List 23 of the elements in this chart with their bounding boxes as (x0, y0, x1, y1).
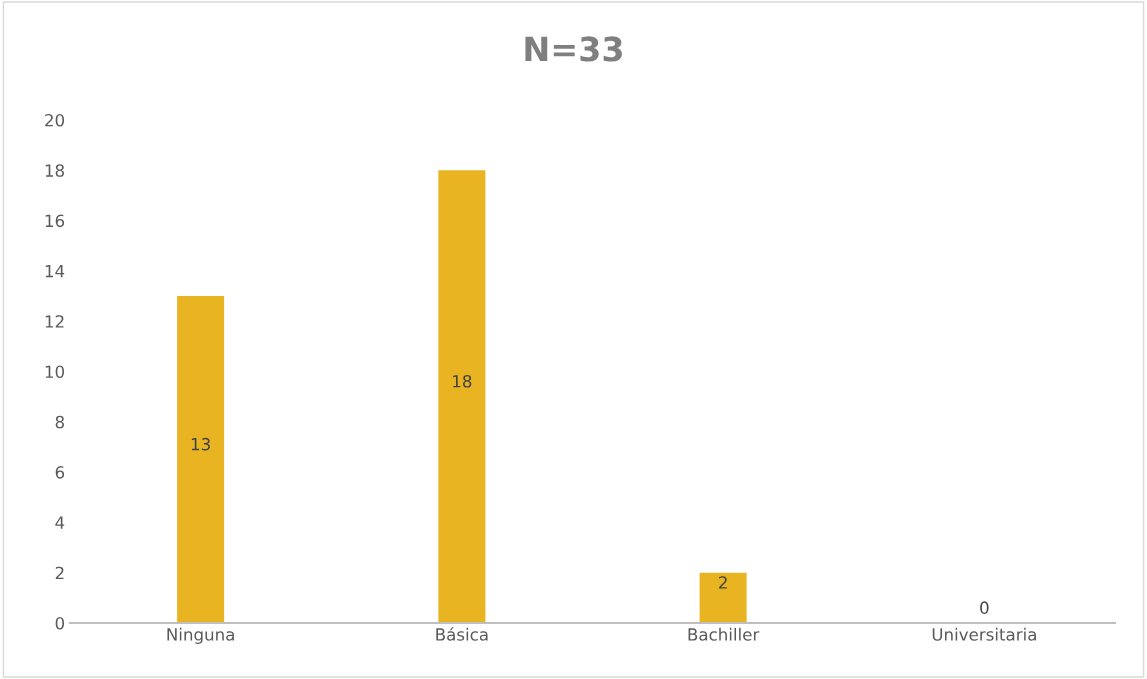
y-tick-label: 8 (55, 415, 64, 429)
y-tick-label: 12 (45, 315, 64, 328)
data-label: 18 (453, 374, 472, 388)
y-tick-label: 10 (45, 365, 65, 379)
y-tick-label: 2 (55, 566, 64, 580)
y-tick-label: 16 (45, 214, 65, 228)
x-tick-label: Básica (436, 627, 488, 641)
y-tick-label: 18 (45, 164, 64, 177)
y-tick-label: 6 (55, 466, 65, 479)
data-label: 13 (191, 437, 210, 451)
data-label: 2 (719, 576, 727, 589)
x-tick-label: Universitaria (932, 627, 1036, 641)
x-tick-label: Ninguna (167, 627, 234, 644)
y-tick-label: 20 (45, 113, 65, 127)
bar (177, 296, 225, 623)
x-tick-label: Bachiller (688, 627, 760, 641)
bar (699, 572, 747, 623)
y-tick-label: 14 (45, 265, 65, 278)
data-label: 0 (980, 601, 989, 614)
y-tick-label: 0 (55, 616, 65, 630)
chart-title: N=33 (525, 36, 622, 62)
y-tick-label: 4 (55, 516, 65, 529)
bar (438, 170, 486, 623)
